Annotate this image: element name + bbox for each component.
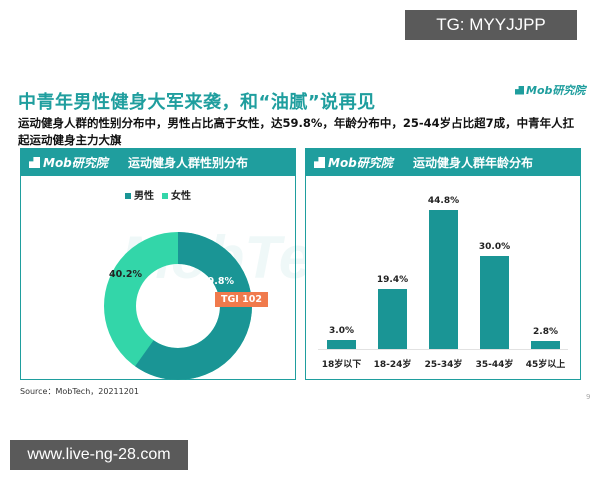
- bar-value-label: 19.4%: [376, 275, 409, 285]
- bar-group: 3.0%: [316, 179, 367, 349]
- logo-text: Mob研究院: [328, 156, 393, 170]
- logo-text: Mob研究院: [43, 156, 108, 170]
- bar: [327, 340, 356, 349]
- x-tick-label: 25-34岁: [424, 360, 463, 370]
- source-note: Source：MobTech，20211201: [20, 387, 139, 396]
- legend-label: 男性: [134, 191, 154, 202]
- legend-item-male: 男性: [125, 187, 154, 202]
- panel-header: Mob研究院 运动健身人群性别分布: [21, 149, 295, 176]
- female-percent-label: 40.2%: [109, 269, 142, 280]
- gender-panel: Mob研究院 运动健身人群性别分布 MobTech袤博 男性 女性 40.2% …: [20, 148, 502, 380]
- bar-value-label: 2.8%: [533, 327, 558, 337]
- x-tick-label: 18-24岁: [373, 360, 412, 370]
- building-icon: [314, 157, 325, 168]
- bar-value-label: 30.0%: [478, 242, 511, 252]
- chart-legend: 男性 女性: [21, 187, 295, 202]
- panel-title: 运动健身人群性别分布: [127, 156, 248, 170]
- bar-group: 19.4%: [367, 179, 418, 349]
- x-axis-line: [318, 349, 568, 350]
- bar: [378, 289, 407, 349]
- age-panel: Mob研究院 运动健身人群年龄分布 3.0% 19.4% 44.8% 30.0%…: [305, 148, 581, 380]
- legend-label: 女性: [171, 191, 191, 202]
- legend-swatch: [162, 193, 168, 199]
- bar-value-label: 44.8%: [427, 196, 460, 206]
- logo-text: Mob研究院: [526, 84, 586, 97]
- x-tick-label: 18岁以下: [321, 360, 362, 370]
- bar: [480, 256, 509, 349]
- panel-header: Mob研究院 运动健身人群年龄分布: [306, 149, 580, 176]
- x-tick-label: 35-44岁: [475, 360, 514, 370]
- page-title: 中青年男性健身大军来袭，和“油腻”说再见: [18, 92, 376, 113]
- mob-logo: Mob研究院: [515, 82, 585, 98]
- legend-item-female: 女性: [162, 187, 191, 202]
- x-axis-labels: 18岁以下 18-24岁 25-34岁 35-44岁 45岁以上: [316, 357, 570, 371]
- building-icon: [29, 157, 40, 168]
- x-tick-label: 45岁以上: [525, 360, 566, 370]
- age-bar-chart: 3.0% 19.4% 44.8% 30.0% 2.8%: [316, 179, 570, 349]
- male-percent-label: 59.8%: [201, 276, 234, 287]
- tgi-badge: TGI 102: [215, 292, 268, 307]
- legend-swatch: [125, 193, 131, 199]
- building-icon: [515, 85, 524, 95]
- subtitle: 运动健身人群的性别分布中，男性占比高于女性，达59.8%，年龄分布中，25-44…: [18, 116, 575, 147]
- panel-logo: Mob研究院: [314, 154, 393, 171]
- watermark-bottom: www.live-ng-28.com: [10, 440, 188, 470]
- bar-group: 2.8%: [520, 179, 571, 349]
- panel-title: 运动健身人群年龄分布: [412, 156, 533, 170]
- watermark-top: TG: MYYJJPP: [405, 10, 577, 40]
- bar-group: 30.0%: [469, 179, 520, 349]
- bar: [531, 341, 560, 349]
- bar: [429, 210, 458, 349]
- bar-value-label: 3.0%: [329, 326, 354, 336]
- bar-group: 44.8%: [418, 179, 469, 349]
- panel-logo: Mob研究院: [29, 154, 108, 171]
- page-number: 9: [586, 393, 591, 401]
